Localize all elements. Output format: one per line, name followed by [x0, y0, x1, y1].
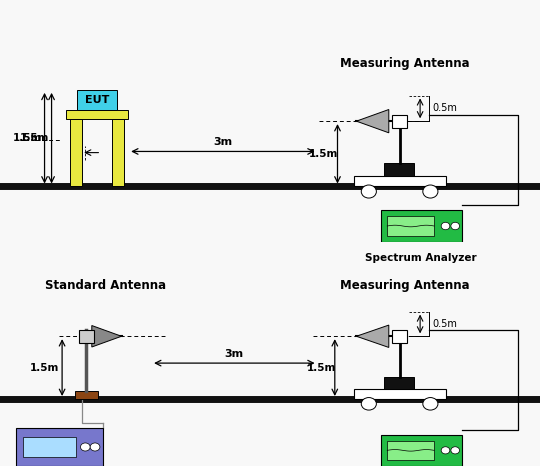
Circle shape — [80, 443, 90, 451]
Circle shape — [90, 443, 100, 451]
Circle shape — [423, 185, 438, 198]
Bar — [77, 90, 118, 110]
Bar — [387, 216, 434, 236]
Text: 3m: 3m — [213, 137, 232, 147]
Bar — [354, 176, 445, 186]
Bar — [392, 115, 407, 128]
Circle shape — [441, 447, 450, 454]
Bar — [112, 119, 124, 186]
Text: 1.5m: 1.5m — [12, 133, 42, 143]
Bar — [79, 330, 94, 343]
Bar — [66, 110, 129, 119]
Circle shape — [441, 222, 450, 230]
Bar — [75, 391, 98, 399]
Text: Measuring Antenna: Measuring Antenna — [340, 57, 470, 70]
Text: 1.5m: 1.5m — [309, 149, 339, 159]
Bar — [70, 119, 82, 186]
Text: 1.5m: 1.5m — [307, 363, 336, 373]
Polygon shape — [92, 326, 122, 347]
Bar — [447, 242, 455, 247]
Bar — [384, 377, 414, 389]
Text: EUT: EUT — [85, 95, 110, 105]
Bar — [387, 441, 434, 460]
Circle shape — [451, 447, 460, 454]
Text: 0.5m: 0.5m — [432, 319, 457, 329]
Bar — [381, 210, 462, 242]
Polygon shape — [356, 325, 389, 348]
Text: 0.5m: 0.5m — [432, 103, 457, 113]
Polygon shape — [356, 110, 389, 133]
Bar — [23, 437, 76, 458]
Text: 1.5m: 1.5m — [19, 133, 49, 143]
Bar — [16, 428, 103, 466]
Text: 1.5m: 1.5m — [30, 363, 59, 373]
Circle shape — [451, 222, 460, 230]
Circle shape — [361, 397, 376, 410]
Bar — [381, 435, 462, 466]
Bar — [387, 242, 396, 247]
Circle shape — [423, 397, 438, 410]
Text: Spectrum Analyzer: Spectrum Analyzer — [366, 253, 477, 262]
Text: 3m: 3m — [225, 349, 244, 359]
Bar — [392, 330, 407, 343]
Bar — [354, 389, 445, 399]
Text: Standard Antenna: Standard Antenna — [45, 279, 166, 292]
Circle shape — [361, 185, 376, 198]
Text: Measuring Antenna: Measuring Antenna — [340, 279, 470, 292]
Bar — [384, 163, 414, 176]
